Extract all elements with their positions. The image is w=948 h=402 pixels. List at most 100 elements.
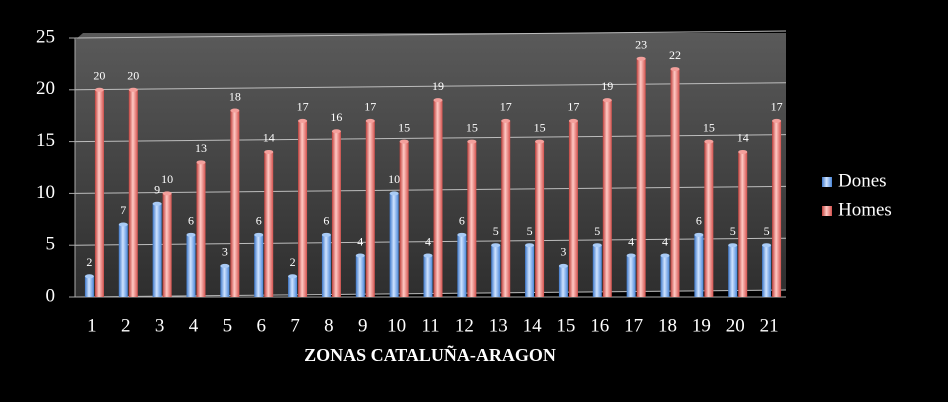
- x-tick-label: 7: [290, 315, 300, 336]
- value-label: 16: [330, 110, 342, 124]
- bar-top: [298, 118, 308, 123]
- bar-top: [568, 118, 578, 123]
- bar-top: [152, 201, 162, 206]
- bar: [355, 255, 365, 297]
- value-label: 19: [432, 79, 444, 93]
- bar: [568, 120, 578, 297]
- bar: [321, 234, 331, 297]
- x-tick-label: 4: [189, 315, 199, 336]
- bar-top: [558, 263, 568, 268]
- x-tick-label: 5: [223, 315, 233, 336]
- value-label: 17: [364, 100, 376, 114]
- grid-line: [74, 185, 787, 194]
- bar-top: [365, 118, 375, 123]
- bar-top: [355, 253, 365, 258]
- bar-top: [399, 139, 409, 144]
- bar-top: [762, 243, 772, 248]
- bar-top: [264, 149, 274, 154]
- bar-top: [162, 191, 172, 196]
- bar: [670, 69, 680, 297]
- bar: [220, 265, 230, 297]
- value-label: 20: [93, 69, 105, 83]
- x-tick-label: 17: [624, 315, 643, 336]
- value-label: 4: [425, 234, 431, 248]
- bar-top: [626, 253, 636, 258]
- bar: [186, 234, 196, 297]
- value-label: 6: [188, 214, 194, 228]
- x-tick-label: 1: [87, 315, 97, 336]
- bar: [501, 120, 511, 297]
- value-label: 2: [86, 255, 92, 269]
- bar: [728, 245, 738, 297]
- bar: [491, 245, 501, 297]
- bar: [525, 245, 535, 297]
- y-tick-label: 20: [36, 78, 55, 99]
- bar-top: [230, 108, 240, 113]
- value-label: 10: [161, 172, 173, 186]
- value-label: 4: [628, 234, 634, 248]
- bar-top: [94, 87, 104, 92]
- bar-top: [118, 222, 128, 227]
- x-tick-label: 15: [556, 315, 575, 336]
- x-tick-label: 21: [760, 315, 779, 336]
- value-label: 14: [263, 131, 275, 145]
- bar: [230, 110, 240, 298]
- y-tick-label: 5: [46, 234, 56, 255]
- y-tick-label: 10: [36, 182, 55, 203]
- value-label: 22: [669, 48, 681, 62]
- bar-top: [738, 149, 748, 154]
- value-label: 14: [737, 131, 749, 145]
- bar: [128, 89, 138, 297]
- grid-line: [74, 82, 787, 91]
- value-label: 6: [459, 214, 465, 228]
- bar: [152, 203, 162, 297]
- bar: [636, 58, 646, 297]
- value-label: 6: [256, 214, 262, 228]
- bar: [694, 234, 704, 297]
- bar: [365, 120, 375, 297]
- x-tick-label: 16: [590, 315, 609, 336]
- y-tick-label: 0: [46, 285, 56, 306]
- x-tick-label: 3: [155, 315, 165, 336]
- bar-top: [491, 243, 501, 248]
- bar: [288, 276, 298, 297]
- bar: [94, 89, 104, 297]
- bar-top: [186, 232, 196, 237]
- bar-top: [433, 98, 443, 103]
- value-label: 4: [357, 234, 363, 248]
- bar-top: [288, 274, 298, 279]
- value-label: 2: [290, 255, 296, 269]
- bar: [592, 245, 602, 297]
- bar: [196, 162, 206, 297]
- value-label: 17: [567, 100, 579, 114]
- legend-label: Homes: [838, 199, 892, 220]
- bar: [264, 151, 274, 297]
- value-label: 15: [534, 120, 546, 134]
- bar: [254, 234, 264, 297]
- x-tick-label: 10: [387, 315, 406, 336]
- bar-top: [331, 129, 341, 134]
- value-label: 4: [662, 234, 668, 248]
- bar-top: [592, 243, 602, 248]
- bar: [84, 276, 94, 297]
- bar: [772, 120, 782, 297]
- bar: [433, 100, 443, 297]
- x-tick-label: 12: [455, 315, 474, 336]
- x-tick-label: 19: [692, 315, 711, 336]
- bar-top: [670, 67, 680, 72]
- value-label: 5: [594, 224, 600, 238]
- bar-top: [501, 118, 511, 123]
- bar-top: [423, 253, 433, 258]
- bar-top: [220, 263, 230, 268]
- value-label: 3: [560, 245, 566, 259]
- y-tick-label: 25: [36, 26, 55, 47]
- legend-swatch: [822, 206, 832, 216]
- bar: [423, 255, 433, 297]
- bar-top: [321, 232, 331, 237]
- bar: [704, 141, 714, 297]
- bar-top: [602, 98, 612, 103]
- value-label: 3: [222, 245, 228, 259]
- bar: [535, 141, 545, 297]
- bar-top: [467, 139, 477, 144]
